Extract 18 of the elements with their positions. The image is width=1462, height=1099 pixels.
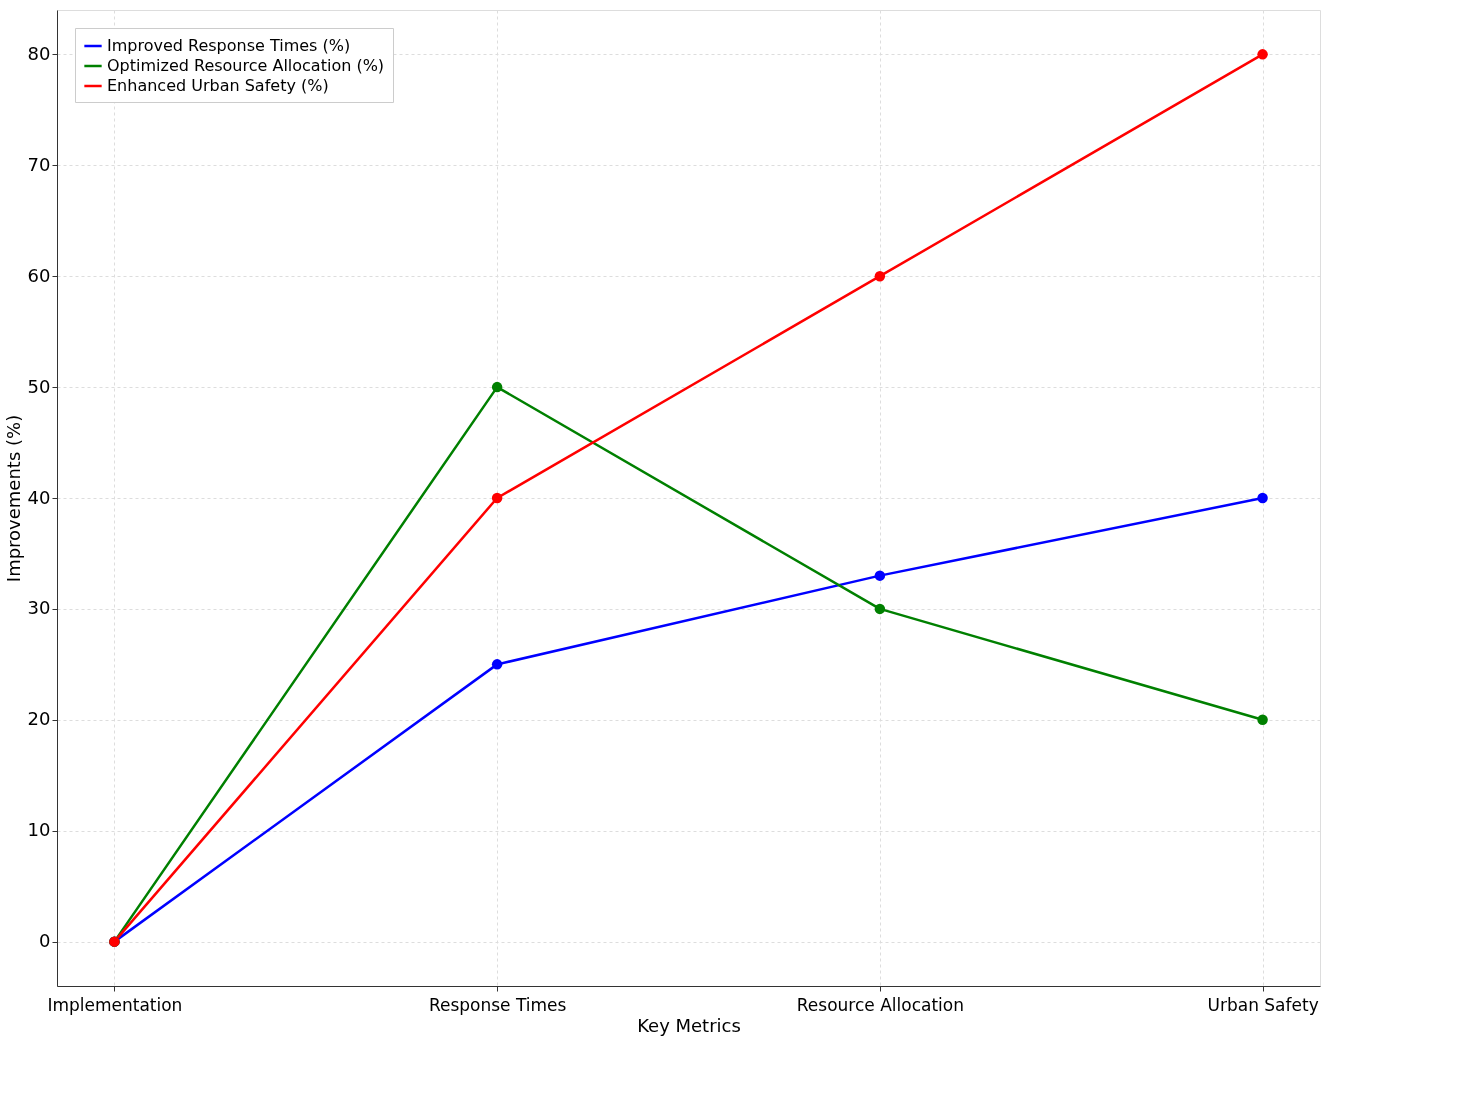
legend-label: Optimized Resource Allocation (%) [107,56,385,75]
y-tick-label: 0 [39,930,51,952]
y-tick-label: 20 [27,708,51,730]
y-tick-label: 70 [27,153,51,175]
x-tick-label: Implementation [47,994,183,1015]
x-tick-label: Resource Allocation [796,994,964,1015]
y-tick-label: 60 [27,264,51,286]
y-tick-label: 50 [27,375,51,397]
legend-label: Enhanced Urban Safety (%) [107,76,329,95]
x-tick-label: Response Times [428,994,567,1015]
x-axis-title: Key Metrics [637,1014,741,1036]
y-axis-title: Improvements (%) [2,414,24,583]
y-tick-label: 10 [27,819,51,841]
legend-label: Improved Response Times (%) [107,36,351,55]
x-tick-label: Urban Safety [1207,994,1319,1015]
y-tick-label: 80 [27,42,51,64]
y-tick-label: 30 [27,597,51,619]
y-tick-label: 40 [27,486,51,508]
